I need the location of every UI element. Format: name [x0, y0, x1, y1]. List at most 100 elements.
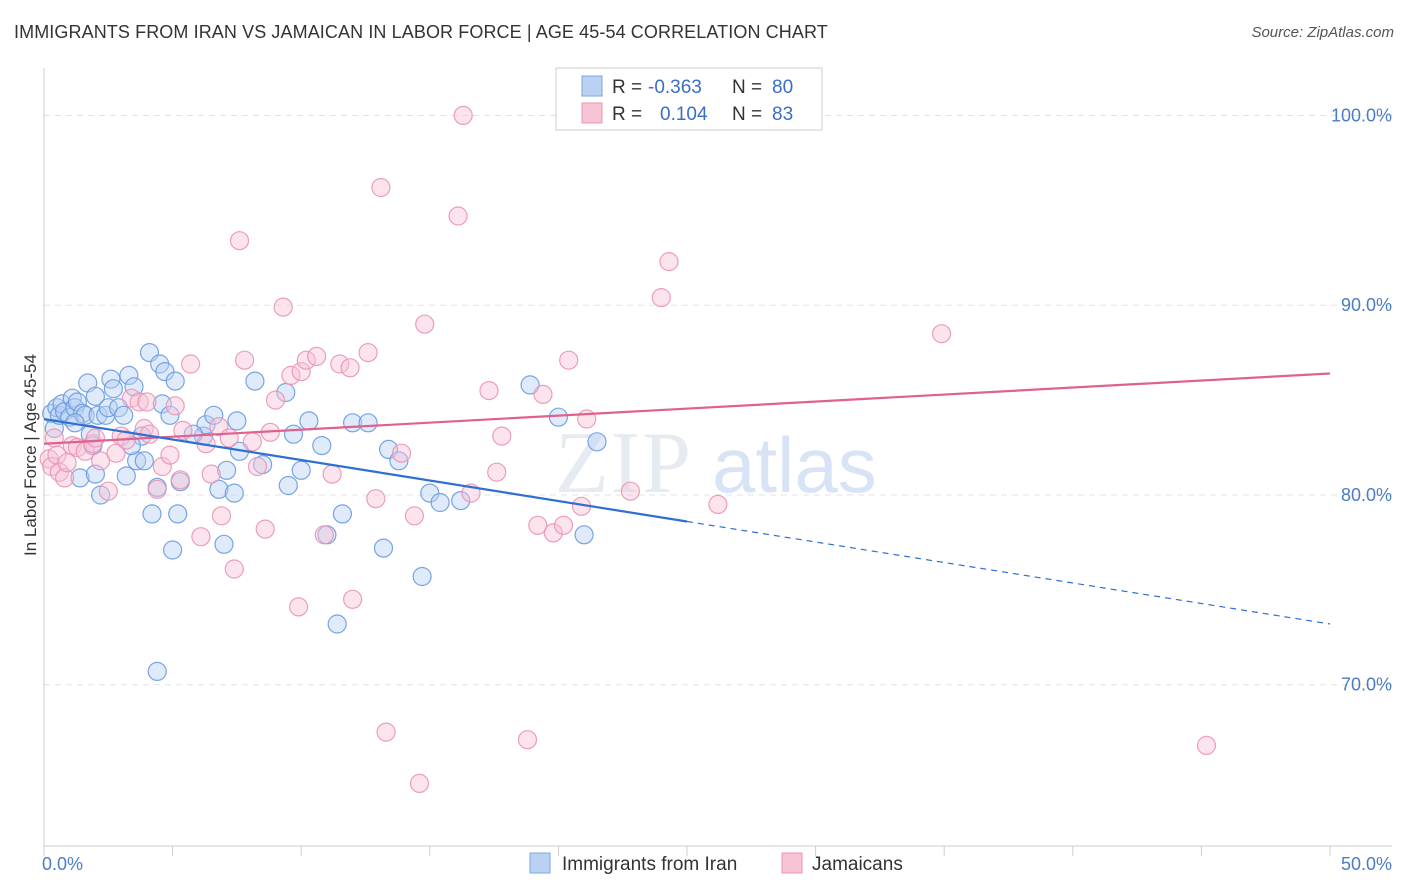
- grid-lines: [44, 114, 1392, 686]
- legend-n-value-jamaicans: 83: [772, 104, 793, 125]
- iran-point: [70, 468, 90, 488]
- jamaicans-point: [1196, 735, 1217, 756]
- jamaicans-point: [492, 426, 512, 446]
- jamaicans-point: [235, 350, 255, 370]
- bottom-legend-swatch-jamaicans: [781, 852, 803, 874]
- jamaicans-point: [296, 350, 316, 370]
- bottom-legend-label-iran: Immigrants from Iran: [562, 854, 737, 875]
- iran-point: [224, 483, 244, 503]
- iran-point: [124, 377, 144, 397]
- iran-point: [127, 451, 147, 471]
- jamaicans-point: [659, 252, 679, 272]
- bottom-legend-label-jamaicans: Jamaicans: [812, 854, 903, 875]
- jamaicans-point: [620, 481, 641, 501]
- jamaicans-point: [273, 297, 293, 317]
- iran-point: [214, 534, 234, 554]
- iran-point: [332, 504, 352, 524]
- iran-point: [88, 405, 108, 425]
- iran-point: [548, 407, 569, 427]
- legend-swatch-jamaicans: [581, 102, 603, 124]
- iran-point: [165, 371, 185, 391]
- iran-point: [85, 386, 106, 406]
- chart-source: Source: ZipAtlas.com: [1251, 24, 1394, 41]
- jamaicans-point: [391, 443, 412, 463]
- jamaicans-point: [54, 468, 75, 488]
- y-tick-labels: 70.0% 80.0% 90.0% 100.0%: [1331, 105, 1392, 694]
- watermark: ZIP atlas: [555, 415, 877, 512]
- legend-n-label-jamaicans: N =: [732, 104, 762, 125]
- iran-point: [312, 436, 332, 456]
- iran-point: [245, 371, 265, 391]
- bottom-legend: Immigrants from Iran Jamaicans: [529, 852, 903, 875]
- legend-n-label-iran: N =: [732, 77, 762, 98]
- iran-point: [520, 375, 540, 395]
- legend-n-value-iran: 80: [772, 77, 793, 98]
- jamaicans-point: [224, 559, 244, 579]
- iran-point: [587, 432, 607, 452]
- iran-point: [119, 365, 139, 385]
- jamaicans-point: [330, 354, 350, 374]
- jamaicans-point: [651, 288, 671, 308]
- iran-point: [358, 413, 378, 433]
- iran-point: [217, 460, 237, 480]
- iran-point: [116, 466, 136, 486]
- jamaicans-point: [265, 390, 286, 410]
- jamaicans-point: [314, 525, 334, 545]
- trend-line-jamaicans: [43, 372, 1331, 445]
- jamaicans-point: [152, 456, 172, 477]
- axes: [43, 68, 1392, 847]
- jamaicans-point: [219, 428, 239, 448]
- iran-point: [299, 411, 319, 431]
- jamaicans-point: [307, 346, 327, 366]
- y-tick-label: 70.0%: [1341, 675, 1392, 695]
- iran-point: [98, 398, 118, 418]
- jamaicans-point: [543, 523, 563, 543]
- watermark-atlas: atlas: [712, 421, 877, 509]
- jamaicans-point: [106, 443, 126, 463]
- series-iran-points: [42, 343, 607, 682]
- jamaicans-point: [371, 177, 391, 198]
- iran-point: [412, 566, 432, 587]
- trend-line-iran-extension: [686, 520, 1331, 625]
- jamaicans-point: [487, 462, 507, 482]
- y-tick-label: 80.0%: [1341, 485, 1392, 505]
- jamaicans-point: [708, 494, 728, 514]
- iran-point: [209, 479, 229, 499]
- trend-line-iran: [43, 417, 688, 523]
- jamaicans-point: [291, 362, 311, 382]
- y-tick-label: 90.0%: [1341, 295, 1392, 315]
- jamaicans-point: [85, 428, 106, 448]
- jamaicans-point: [528, 515, 548, 535]
- iran-point: [283, 424, 304, 444]
- jamaicans-point: [170, 470, 190, 490]
- jamaicans-point: [57, 453, 77, 473]
- legend-r-value-jamaicans: 0.104: [660, 104, 708, 125]
- jamaicans-point: [229, 231, 250, 251]
- iran-point: [147, 661, 167, 682]
- iran-point: [160, 405, 180, 425]
- bottom-legend-swatch-iran: [529, 852, 551, 874]
- iran-point: [327, 614, 347, 634]
- x-tick-label: 0.0%: [42, 854, 83, 874]
- jamaicans-point: [165, 396, 185, 416]
- series-jamaicans-points: [39, 105, 1217, 794]
- legend-r-label-jamaicans: R =: [612, 104, 642, 125]
- iran-point: [134, 451, 154, 471]
- jamaicans-point: [409, 773, 430, 794]
- jamaicans-point: [517, 730, 538, 750]
- jamaicans-point: [242, 432, 262, 452]
- jamaicans-point: [255, 519, 275, 539]
- iran-point: [114, 405, 134, 425]
- jamaicans-point: [415, 314, 435, 334]
- x-tick-label: 50.0%: [1341, 854, 1392, 874]
- jamaicans-point: [358, 343, 378, 363]
- iran-point: [103, 379, 124, 399]
- legend-r-value-iran: -0.363: [648, 77, 702, 98]
- jamaicans-point: [247, 456, 268, 477]
- jamaicans-point: [340, 358, 360, 378]
- jamaicans-point: [376, 722, 396, 742]
- jamaicans-point: [931, 324, 952, 344]
- jamaicans-point: [404, 506, 424, 526]
- iran-point: [430, 492, 450, 513]
